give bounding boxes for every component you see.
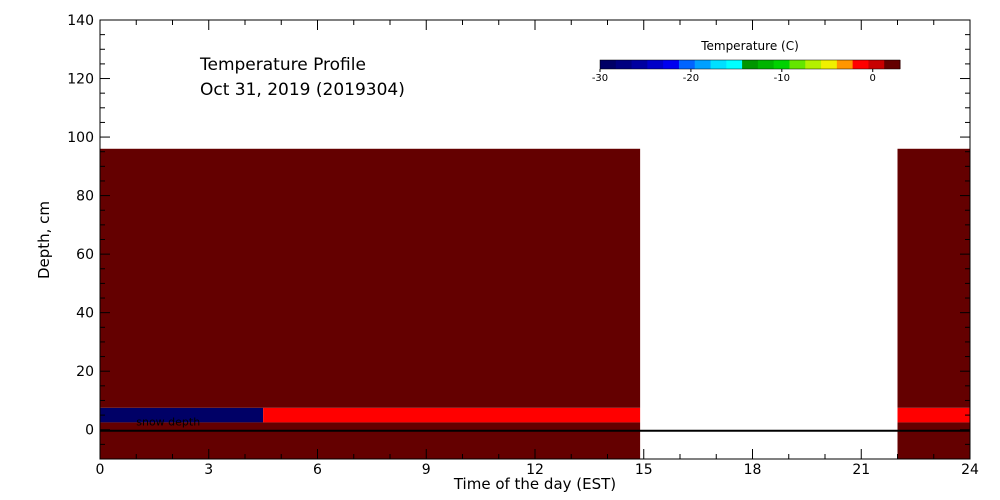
x-tick-label: 15 [635,462,653,478]
axes: 0 3 6 9 12 15 18 21 24 0 20 40 60 80 100 120 140 [67,13,979,478]
x-tick-label: 3 [204,462,213,478]
colorbar-segment [710,60,727,69]
colorbar-segment [742,60,759,69]
colorbar-segment [678,60,696,69]
colorbar-segment [805,60,822,69]
y-tick-label: 100 [67,130,94,146]
colorbar-tick-label: 0 [870,73,876,84]
colorbar-title: Temperature (C) [700,39,799,53]
colorbar-segment [789,60,806,69]
heatmap-cells [100,148,970,459]
x-tick-label: 12 [526,462,544,478]
colorbar-tick-label: -30 [592,73,608,84]
x-tick-label: 9 [422,462,431,478]
y-tick-label: 20 [76,364,94,380]
y-tick-label: 40 [76,306,94,322]
colorbar-segment [821,60,838,69]
chart-title: Temperature Profile [199,55,366,75]
colorbar-segment [868,60,885,69]
colorbar: Temperature (C) -30 -20 -10 0 [592,39,901,84]
colorbar-segment [647,60,664,69]
colorbar-segment [726,60,743,69]
colorbar-segment [836,60,854,69]
heatmap-cell-4 [897,148,970,408]
y-tick-label: 60 [76,247,94,263]
heatmap-cell-0 [100,407,264,423]
colorbar-segment [600,60,617,69]
colorbar-segment [663,60,680,69]
x-tick-label: 24 [961,462,979,478]
y-tick-label: 0 [85,423,94,439]
heatmap-cell-5 [100,422,641,459]
x-tick-label: 21 [852,462,870,478]
colorbar-segment [852,60,869,69]
colorbar-tick-label: -10 [774,73,790,84]
colorbar-segment [631,60,648,69]
heatmap-cell-1 [263,407,641,423]
colorbar-segment [884,60,901,69]
snow-depth-layer: snow depth [100,416,970,432]
colorbar-frame [599,59,901,70]
heatmap-cell-2 [897,407,970,423]
y-tick-label: 80 [76,189,94,205]
colorbar-segment [615,60,633,69]
colorbar-tick-label: -20 [683,73,699,84]
x-tick-label: 0 [96,462,105,478]
snow-depth-label: snow depth [136,416,200,429]
y-axis-title: Depth, cm [35,201,53,279]
x-axis-title: Time of the day (EST) [453,475,616,493]
colorbar-segment [757,60,775,69]
colorbar-segment [694,60,712,69]
x-tick-label: 18 [744,462,762,478]
chart-text: Temperature Profile Oct 31, 2019 (201930… [35,55,616,493]
y-tick-label: 140 [67,13,94,29]
colorbar-segment [773,60,790,69]
chart-subtitle: Oct 31, 2019 (2019304) [200,80,405,100]
heatmap-cell-6 [897,422,970,459]
y-tick-label: 120 [67,72,94,88]
heatmap-cell-3 [100,148,641,408]
x-tick-label: 6 [313,462,322,478]
